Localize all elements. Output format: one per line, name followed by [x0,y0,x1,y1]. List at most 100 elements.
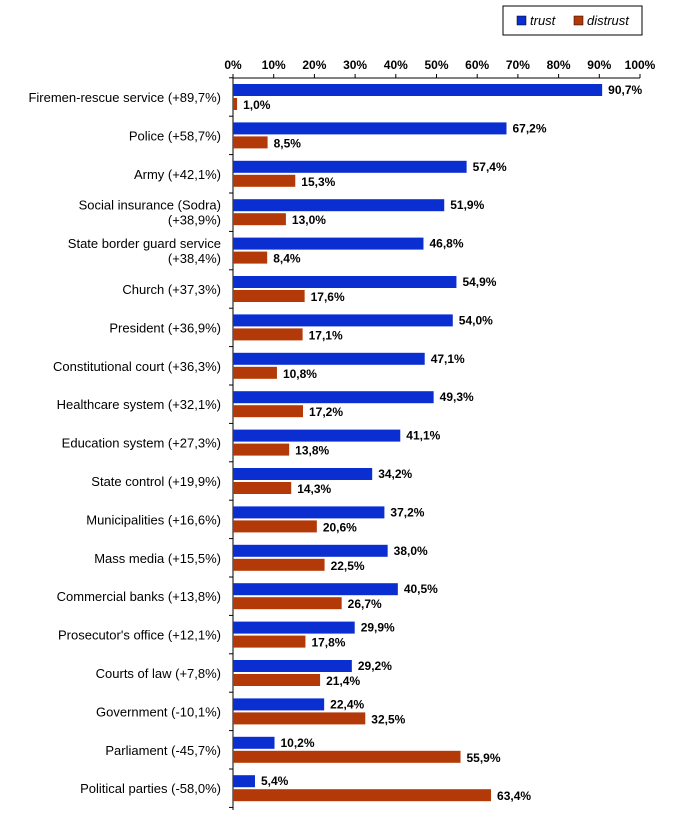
category-label: Government (-10,1%) [96,704,221,719]
bar-trust [233,84,603,96]
value-label-distrust: 22,5% [331,559,365,573]
bar-trust [233,160,467,173]
category-label: Constitutional court (+36,3%) [53,359,221,374]
x-tick-label: 80% [547,58,571,72]
category-label: Healthcare system (+32,1%) [57,397,221,412]
value-label-trust: 40,5% [404,582,438,596]
value-label-trust: 67,2% [513,121,547,135]
category-label: (+38,9%) [168,213,221,228]
bar-trust [233,237,424,250]
bar-distrust [233,366,277,379]
value-label-trust: 54,9% [462,275,496,289]
value-label-trust: 46,8% [429,237,463,251]
bar-trust [233,429,401,442]
category-label: Social insurance (Sodra) [79,198,221,213]
value-label-trust: 22,4% [330,697,364,711]
value-label-trust: 47,1% [431,352,465,366]
bar-distrust [233,443,290,456]
value-label-trust: 51,9% [450,198,484,212]
value-label-distrust: 55,9% [467,751,501,765]
bar-distrust [233,597,342,610]
bar-trust [233,736,275,749]
x-tick-label: 0% [224,58,242,72]
value-label-trust: 5,4% [261,774,289,788]
value-label-distrust: 32,5% [371,712,405,726]
legend-label-distrust: distrust [587,13,630,28]
bar-trust [233,621,355,634]
x-tick-label: 60% [465,58,489,72]
bar-trust [233,544,388,557]
category-label: Political parties (-58,0%) [80,781,221,796]
bar-trust [233,468,373,480]
category-label: Church (+37,3%) [122,282,221,297]
bar-trust [233,314,453,327]
bar-distrust [233,174,296,187]
x-tick-label: 20% [302,58,326,72]
bar-distrust [233,635,306,648]
bar-distrust [233,558,325,571]
bar-trust [233,276,457,288]
value-label-distrust: 13,0% [292,213,326,227]
value-label-trust: 34,2% [378,467,412,481]
category-label: Courts of law (+7,8%) [96,666,221,681]
legend-swatch-distrust [573,15,584,26]
category-label: Firemen-rescue service (+89,7%) [28,90,221,105]
value-label-distrust: 20,6% [323,520,357,534]
value-label-distrust: 63,4% [497,789,531,803]
value-label-distrust: 8,4% [273,252,301,266]
value-label-distrust: 10,8% [283,367,317,381]
x-tick-label: 90% [587,58,611,72]
bar-distrust [233,290,305,302]
bar-trust [233,698,325,711]
bar-distrust [233,405,304,418]
x-tick-label: 100% [625,58,656,72]
value-label-trust: 29,9% [361,621,395,635]
value-label-trust: 38,0% [394,544,428,558]
bar-trust [233,660,352,672]
bar-distrust [233,213,286,226]
bar-trust [233,391,434,404]
value-label-distrust: 1,0% [243,98,271,112]
value-label-trust: 90,7% [608,83,642,97]
value-label-trust: 10,2% [281,736,315,750]
bar-distrust [233,750,461,763]
data-labels: 90,7% 1,0% 67,2% 8,5% 57,4% 15,3% 51,9% 13,0% 46… [243,83,642,803]
x-tick-label: 50% [424,58,448,72]
category-label: Police (+58,7%) [129,128,221,143]
value-label-trust: 29,2% [358,659,392,673]
value-label-distrust: 17,8% [311,636,345,650]
x-tick-label: 30% [343,58,367,72]
value-label-distrust: 17,6% [311,290,345,304]
bar-distrust [233,674,321,686]
category-label: Municipalities (+16,6%) [86,512,221,527]
value-label-distrust: 21,4% [326,674,360,688]
category-label: Army (+42,1%) [134,167,221,182]
value-label-distrust: 14,3% [297,482,331,496]
value-label-trust: 57,4% [473,160,507,174]
bar-distrust [233,712,366,725]
value-label-distrust: 26,7% [348,597,382,611]
bar-distrust [233,520,317,533]
bars [233,84,603,802]
value-label-distrust: 15,3% [301,175,335,189]
category-label: Parliament (-45,7%) [105,743,221,758]
value-label-distrust: 17,2% [309,405,343,419]
category-label: President (+36,9%) [109,320,221,335]
bar-distrust [233,136,268,149]
bar-distrust [233,482,292,494]
value-label-trust: 49,3% [440,390,474,404]
category-label: State control (+19,9%) [91,474,221,489]
value-label-distrust: 8,5% [274,136,302,150]
category-label: Education system (+27,3%) [62,436,221,451]
category-label: Mass media (+15,5%) [94,551,221,566]
category-labels: Firemen-rescue service (+89,7%) Police (+… [28,90,221,796]
bar-trust [233,352,425,365]
bar-trust [233,506,385,519]
bar-distrust [233,789,492,802]
bar-distrust [233,98,238,110]
bar-trust [233,583,398,596]
x-tick-label: 40% [384,58,408,72]
category-label: Prosecutor's office (+12,1%) [58,628,221,643]
bar-distrust [233,251,268,264]
